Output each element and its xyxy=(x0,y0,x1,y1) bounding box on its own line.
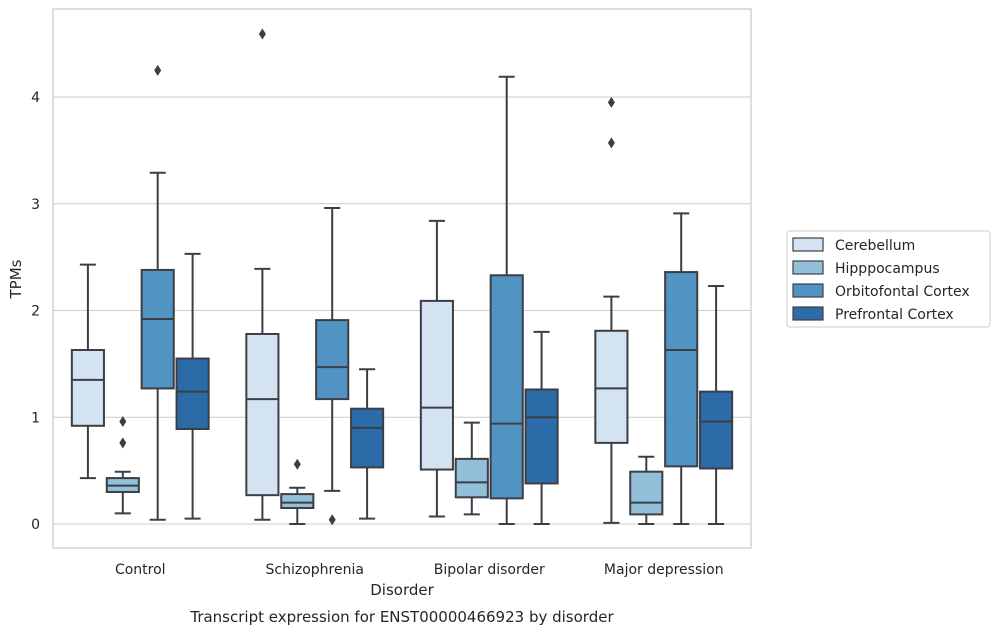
box-iqr xyxy=(489,274,524,500)
box-iqr xyxy=(699,390,734,470)
legend: Cerebellum Hipppocampus Orbitofontal Corte… xyxy=(786,230,991,328)
box-prefrontal-cortex-control xyxy=(175,252,210,520)
legend-frame xyxy=(786,230,991,328)
outlier-point xyxy=(293,458,301,470)
box-orbitofontal-cortex-major-depression xyxy=(664,212,699,525)
y-tick-label: 3 xyxy=(31,197,40,213)
legend-label: Orbitofontal Cortex xyxy=(835,284,970,300)
x-tick-label: Major depression xyxy=(604,562,724,578)
box-prefrontal-cortex-bipolar-disorder xyxy=(524,330,559,525)
box-iqr xyxy=(140,268,175,390)
y-tick-label: 4 xyxy=(31,90,40,106)
y-tick-label: 2 xyxy=(31,304,40,320)
box-prefrontal-cortex-major-depression xyxy=(699,284,734,525)
box-hipppocampus-bipolar-disorder xyxy=(454,421,489,516)
x-tick-label: Control xyxy=(115,562,166,578)
box-orbitofontal-cortex-schizophrenia xyxy=(315,207,350,526)
box-hipppocampus-schizophrenia xyxy=(280,458,315,525)
box-hipppocampus-major-depression xyxy=(629,455,664,525)
box-iqr xyxy=(454,457,489,499)
legend-label: Prefrontal Cortex xyxy=(835,307,954,323)
outlier-point xyxy=(119,437,127,449)
box-iqr xyxy=(419,299,454,471)
box-cerebellum-schizophrenia xyxy=(245,28,280,521)
legend-swatch xyxy=(792,237,824,252)
outlier-point xyxy=(607,96,615,108)
x-tick-label: Schizophrenia xyxy=(266,562,364,578)
box-iqr xyxy=(315,319,350,401)
box-iqr xyxy=(524,388,559,485)
chart-caption: Transcript expression for ENST0000046692… xyxy=(189,608,614,626)
box-orbitofontal-cortex-control xyxy=(140,64,175,521)
box-hipppocampus-control xyxy=(105,416,140,515)
x-tick-label: Bipolar disorder xyxy=(434,562,545,578)
box-iqr xyxy=(350,407,385,469)
box-iqr xyxy=(70,348,105,427)
box-prefrontal-cortex-schizophrenia xyxy=(350,368,385,520)
outlier-point xyxy=(328,514,336,526)
box-orbitofontal-cortex-bipolar-disorder xyxy=(489,75,524,525)
x-axis-label: Disorder xyxy=(370,581,434,599)
legend-swatch xyxy=(792,260,824,275)
y-tick-label: 1 xyxy=(31,410,40,426)
y-tick-label: 0 xyxy=(31,517,40,533)
box-iqr xyxy=(245,332,280,497)
outlier-point xyxy=(154,64,162,76)
box-cerebellum-major-depression xyxy=(594,96,629,524)
box-iqr xyxy=(629,470,664,516)
outlier-point xyxy=(258,28,266,40)
box-cerebellum-control xyxy=(70,263,105,480)
box-iqr xyxy=(280,493,315,509)
box-iqr xyxy=(664,271,699,468)
box-cerebellum-bipolar-disorder xyxy=(419,219,454,518)
legend-label: Hipppocampus xyxy=(835,261,940,277)
outlier-point xyxy=(119,416,127,428)
plot-area: 0 1 2 3 4 Control Schizophrenia Bipolar disorde… xyxy=(31,8,752,578)
legend-swatch xyxy=(792,283,824,298)
legend-label: Cerebellum xyxy=(835,238,915,254)
legend-swatch xyxy=(792,306,824,321)
box-iqr xyxy=(594,329,629,444)
outlier-point xyxy=(607,137,615,149)
box-iqr xyxy=(175,357,210,430)
y-axis-label: TPMs xyxy=(7,259,25,299)
plot-frame xyxy=(52,8,752,549)
